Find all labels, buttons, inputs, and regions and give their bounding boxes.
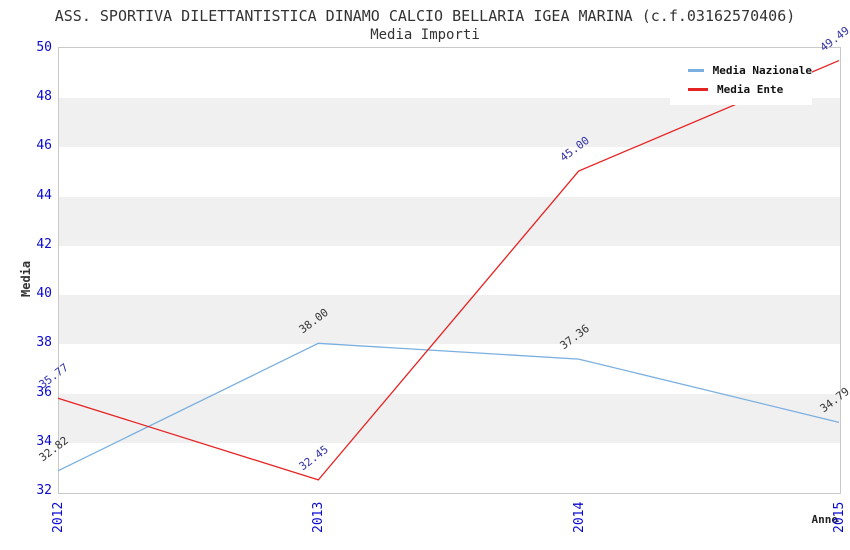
y-tick-label: 44 <box>36 187 52 203</box>
x-tick-label: 2013 <box>311 501 327 533</box>
grid-band <box>59 295 840 345</box>
y-tick-label: 36 <box>36 384 52 400</box>
y-tick-label: 42 <box>36 236 52 252</box>
x-tick-label: 2015 <box>832 501 847 533</box>
chart-subtitle: Media Importi <box>370 27 480 43</box>
chart-title: ASS. SPORTIVA DILETTANTISTICA DINAMO CAL… <box>54 7 796 25</box>
grid-band <box>59 196 840 246</box>
grid-band <box>59 147 840 197</box>
legend-swatch-media-nazionale-icon <box>688 69 704 72</box>
grid-band <box>59 245 840 296</box>
legend: Media Nazionale Media Ente <box>670 55 812 105</box>
y-tick-label: 34 <box>36 433 52 449</box>
grid-band <box>59 393 840 443</box>
grid-band <box>59 344 840 394</box>
y-tick-label: 48 <box>36 89 52 105</box>
y-tick-label: 38 <box>36 335 52 351</box>
y-tick-label: 32 <box>36 483 52 498</box>
legend-label-media-ente: Media Ente <box>717 83 784 96</box>
plot-area <box>58 47 841 494</box>
y-tick-label: 46 <box>36 138 52 154</box>
grid-band <box>59 442 840 492</box>
x-axis-title: Anno <box>811 513 839 526</box>
legend-item-media-ente: Media Ente <box>688 83 812 96</box>
legend-item-media-nazionale: Media Nazionale <box>688 64 812 77</box>
legend-label-media-nazionale: Media Nazionale <box>712 64 812 77</box>
y-tick-label: 40 <box>36 286 52 302</box>
x-tick-label: 2012 <box>51 501 66 533</box>
y-tick-label: 50 <box>36 40 52 55</box>
grid-band <box>59 98 840 148</box>
legend-swatch-media-ente-icon <box>688 88 708 91</box>
series-line-media-nazionale <box>57 342 840 472</box>
x-tick-label: 2014 <box>571 501 587 533</box>
series-line-media-ente <box>57 59 840 481</box>
